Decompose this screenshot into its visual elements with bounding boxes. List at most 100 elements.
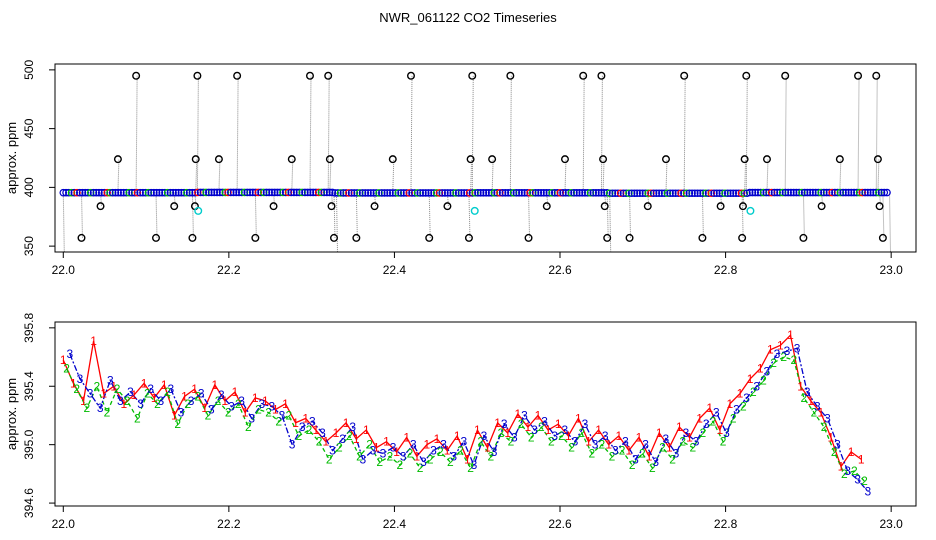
baseline-point bbox=[572, 188, 581, 197]
series-1-marker: 1 bbox=[686, 430, 693, 444]
baseline-point bbox=[605, 189, 614, 198]
series-2-marker: 2 bbox=[568, 441, 575, 455]
baseline-point bbox=[202, 188, 210, 197]
series-3-marker: 3 bbox=[582, 417, 589, 431]
baseline-point bbox=[641, 189, 650, 198]
baseline-point bbox=[490, 188, 499, 197]
baseline-point bbox=[652, 189, 661, 198]
baseline-point bbox=[825, 188, 834, 197]
spike-point bbox=[560, 155, 569, 164]
series-2-marker: 2 bbox=[457, 444, 464, 458]
spike-point bbox=[488, 155, 497, 164]
baseline-point bbox=[100, 188, 109, 197]
baseline-point bbox=[174, 188, 183, 197]
baseline-point bbox=[279, 188, 287, 197]
baseline-point bbox=[553, 188, 562, 197]
bottom-series-lines bbox=[62, 333, 869, 492]
series-3-marker: 3 bbox=[794, 341, 801, 355]
baseline-point bbox=[831, 188, 839, 197]
spike-stem bbox=[745, 75, 748, 194]
series-3-marker: 3 bbox=[400, 449, 407, 463]
baseline-point bbox=[575, 188, 584, 197]
series-3-marker: 3 bbox=[228, 400, 235, 414]
baseline-point bbox=[501, 188, 510, 197]
baseline-point bbox=[592, 188, 600, 197]
spike-point bbox=[388, 155, 397, 164]
series-1-marker: 1 bbox=[666, 441, 673, 455]
spike-point bbox=[579, 71, 588, 80]
baseline-point bbox=[776, 188, 784, 197]
spike-stem bbox=[236, 75, 239, 193]
spike-stem bbox=[195, 159, 198, 193]
series-1-marker: 1 bbox=[706, 401, 713, 415]
spike-stem bbox=[254, 192, 257, 238]
spike-stem bbox=[606, 192, 609, 238]
spike-stem bbox=[683, 75, 686, 194]
baseline-point bbox=[295, 188, 304, 197]
baseline-point bbox=[597, 188, 606, 197]
spike-point bbox=[191, 155, 200, 164]
baseline-point bbox=[548, 188, 556, 197]
series-3-marker: 3 bbox=[289, 438, 296, 452]
series-3-marker: 3 bbox=[420, 455, 427, 469]
series-2-marker: 2 bbox=[205, 408, 212, 422]
series-2-marker: 2 bbox=[417, 461, 424, 475]
series-1-marker: 1 bbox=[858, 452, 865, 466]
flagged-point bbox=[746, 206, 755, 215]
baseline-point bbox=[86, 188, 95, 197]
series-2-marker: 2 bbox=[528, 430, 535, 444]
spike-stem bbox=[135, 75, 138, 193]
spike-point bbox=[152, 233, 161, 242]
series-3-marker: 3 bbox=[157, 394, 164, 408]
series-1-marker: 1 bbox=[211, 378, 218, 392]
baseline-point bbox=[421, 189, 430, 197]
series-3-marker: 3 bbox=[551, 429, 558, 443]
baseline-point bbox=[778, 188, 787, 197]
baseline-point bbox=[550, 188, 559, 197]
baseline-point bbox=[515, 188, 523, 197]
baseline-point bbox=[251, 188, 260, 197]
baseline-point bbox=[638, 189, 647, 198]
spike-point bbox=[233, 71, 242, 80]
series-3-marker: 3 bbox=[370, 444, 377, 458]
series-3-marker: 3 bbox=[541, 414, 548, 428]
baseline-point bbox=[268, 188, 276, 197]
spike-stem bbox=[335, 192, 338, 253]
spike-point bbox=[854, 71, 863, 80]
baseline-point bbox=[740, 189, 749, 198]
series-1-marker: 1 bbox=[565, 429, 572, 443]
spike-point bbox=[542, 202, 551, 211]
baseline-point bbox=[649, 189, 658, 198]
spike-point bbox=[872, 71, 881, 80]
series-1-marker: 1 bbox=[514, 407, 521, 421]
series-3-marker: 3 bbox=[349, 420, 356, 434]
baseline-point bbox=[416, 189, 425, 197]
baseline-point bbox=[509, 188, 518, 197]
bottom-x-tick-label: 22.2 bbox=[217, 517, 241, 531]
baseline-point bbox=[342, 189, 350, 197]
spike-point bbox=[188, 233, 197, 242]
baseline-point bbox=[608, 189, 617, 198]
series-2-marker: 2 bbox=[235, 397, 242, 411]
spike-stem bbox=[629, 193, 632, 238]
series-1-marker: 1 bbox=[110, 379, 117, 393]
series-1-marker: 1 bbox=[575, 411, 582, 425]
series-1-marker: 1 bbox=[545, 423, 552, 437]
baseline-point bbox=[688, 189, 696, 198]
series-3-marker: 3 bbox=[188, 394, 195, 408]
top-x-tick-label: 22.4 bbox=[383, 263, 407, 277]
spike-point bbox=[716, 202, 725, 211]
spike-stem bbox=[468, 192, 471, 238]
series-2-marker: 2 bbox=[104, 406, 111, 420]
baseline-point bbox=[718, 189, 727, 198]
spike-point bbox=[643, 202, 652, 211]
series-3-marker: 3 bbox=[491, 445, 498, 459]
series-2-marker: 2 bbox=[831, 445, 838, 459]
spike-stem bbox=[329, 159, 332, 193]
spike-stem bbox=[155, 192, 158, 238]
series-2-marker: 2 bbox=[356, 449, 363, 463]
series-3-marker: 3 bbox=[531, 423, 538, 437]
series-2-marker: 2 bbox=[558, 429, 565, 443]
series-3-marker: 3 bbox=[67, 347, 74, 361]
baseline-point bbox=[529, 188, 537, 197]
